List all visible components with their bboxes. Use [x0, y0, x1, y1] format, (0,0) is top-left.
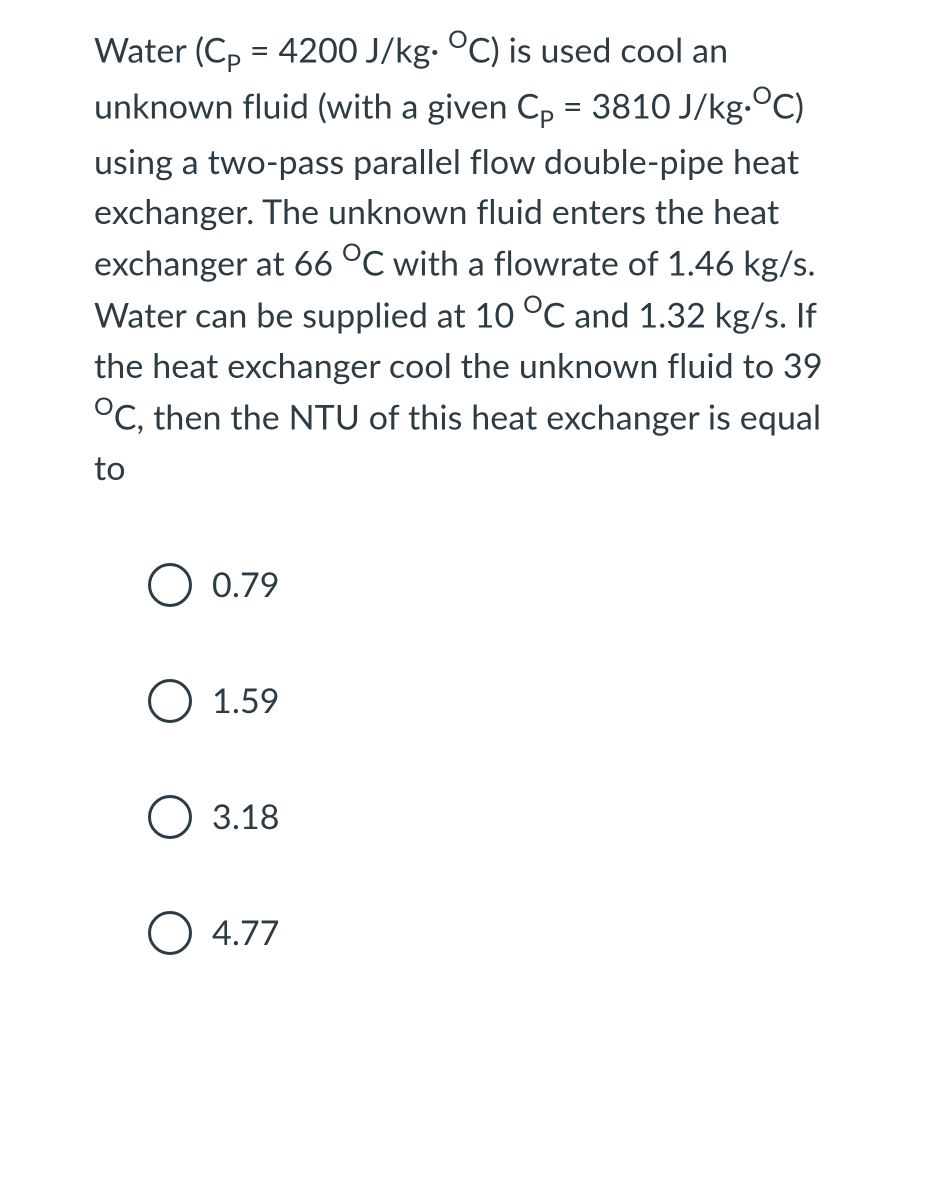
question-sub-2: P [539, 105, 554, 134]
question-part-5b: C, then the NTU of this heat exchanger i… [94, 396, 821, 487]
question-sup-4: O [523, 290, 543, 319]
option-label: 0.79 [212, 564, 280, 605]
radio-icon[interactable] [148, 795, 192, 839]
option-label: 4.77 [212, 912, 280, 953]
question-part-1b: = 4200 J/kg· [241, 29, 448, 70]
question-sup-3: O [342, 238, 362, 267]
option-1[interactable]: 0.79 [148, 563, 856, 607]
option-3[interactable]: 3.18 [148, 795, 856, 839]
option-label: 1.59 [212, 680, 280, 721]
question-sup-5: O [94, 392, 114, 421]
radio-icon[interactable] [148, 563, 192, 607]
question-sup-1: O [448, 25, 468, 54]
option-label: 3.18 [212, 796, 280, 837]
question-part-2b: = 3810 J/kg· [554, 86, 752, 127]
radio-icon[interactable] [148, 679, 192, 723]
option-4[interactable]: 4.77 [148, 911, 856, 955]
radio-icon[interactable] [148, 911, 192, 955]
options-list: 0.79 1.59 3.18 4.77 [94, 563, 856, 955]
question-part-1a: Water (C [94, 29, 226, 70]
question-sup-2: O [752, 81, 772, 110]
question-text: Water (CP = 4200 J/kg· OC) is used cool … [94, 24, 856, 493]
question-sub-1: P [226, 49, 241, 78]
option-2[interactable]: 1.59 [148, 679, 856, 723]
